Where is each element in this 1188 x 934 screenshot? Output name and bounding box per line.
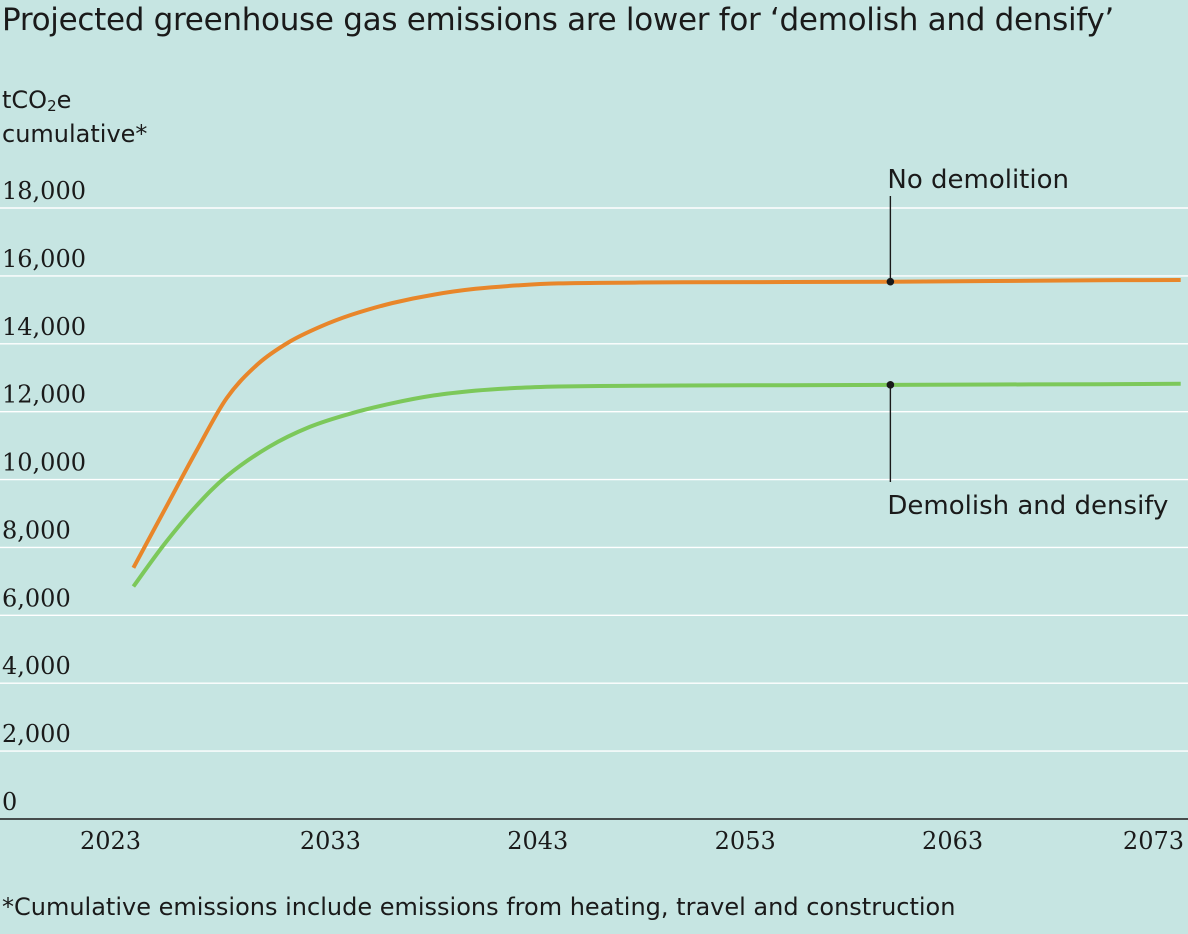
- y-tick-label: 0: [2, 788, 17, 816]
- y-tick-label: 6,000: [2, 584, 71, 612]
- footnote: *Cumulative emissions include emissions …: [2, 893, 956, 921]
- x-tick-label: 2053: [715, 827, 776, 855]
- y-tick-label: 14,000: [2, 313, 86, 341]
- annotation-label-demolish-and-densify: Demolish and densify: [887, 491, 1168, 521]
- y-tick-label: 10,000: [2, 449, 86, 477]
- annotation-dot-demolish-and-densify: [886, 381, 895, 389]
- x-tick-label: 2023: [80, 827, 141, 855]
- annotation-dot-no-demolition: [886, 277, 895, 286]
- series-line-no-demolition: [131, 278, 1181, 569]
- y-tick-label: 2,000: [2, 720, 71, 748]
- y-tick-label: 16,000: [2, 245, 86, 273]
- y-tick-label: 12,000: [2, 381, 86, 409]
- y-axis-label: tCO2e cumulative*: [2, 86, 148, 148]
- annotation-label-no-demolition: No demolition: [887, 165, 1069, 195]
- x-tick-label: 2033: [300, 827, 361, 855]
- chart-title: Projected greenhouse gas emissions are l…: [2, 2, 1114, 38]
- x-tick-label: 2063: [922, 827, 983, 855]
- x-tick-label: 2073: [1123, 827, 1184, 855]
- y-tick-label: 8,000: [2, 516, 71, 544]
- y-tick-label: 18,000: [2, 177, 86, 205]
- y-tick-label: 4,000: [2, 652, 71, 680]
- series-line-demolish-and-densify: [131, 381, 1181, 588]
- x-tick-label: 2043: [507, 827, 568, 855]
